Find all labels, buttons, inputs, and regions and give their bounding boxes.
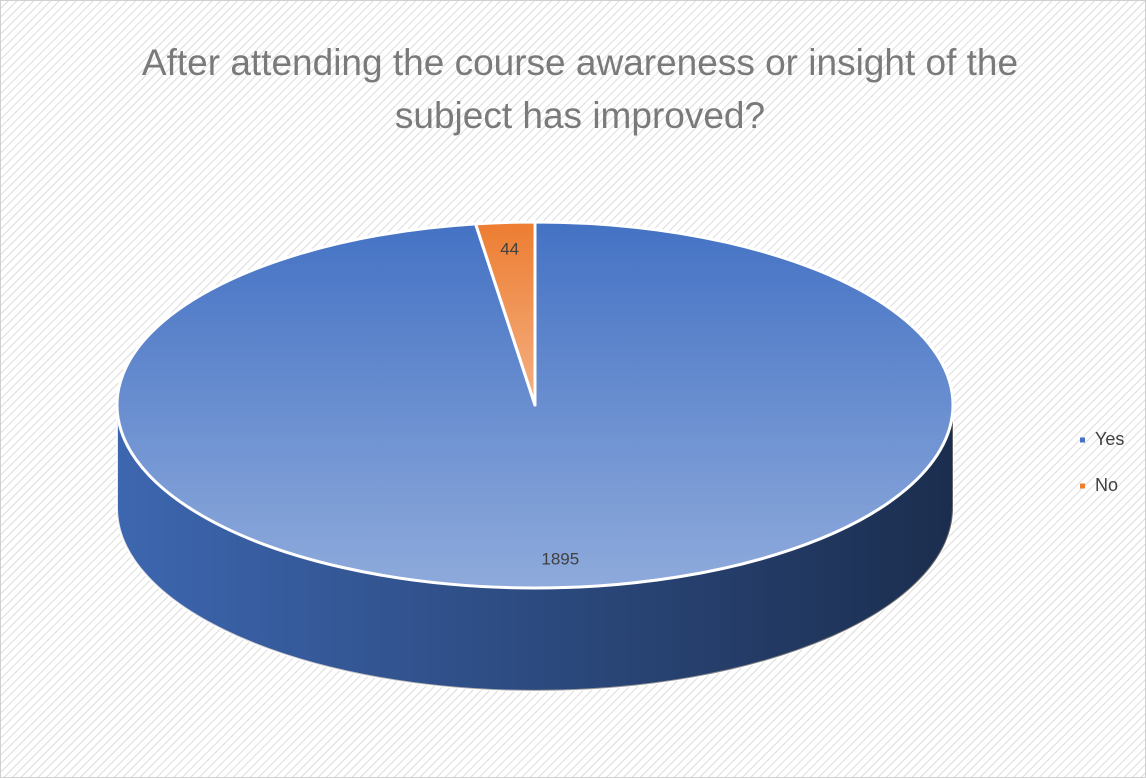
chart-title: After attending the course awareness or … <box>141 42 1019 136</box>
legend-marker <box>1080 483 1085 489</box>
side-shade <box>117 405 953 691</box>
slice-shine <box>475 222 535 405</box>
legend-label: Yes <box>1095 429 1124 449</box>
data-label: 44 <box>500 239 519 258</box>
legend-marker <box>1080 437 1085 443</box>
legend-label: No <box>1095 475 1118 495</box>
data-label: 1895 <box>541 550 579 569</box>
